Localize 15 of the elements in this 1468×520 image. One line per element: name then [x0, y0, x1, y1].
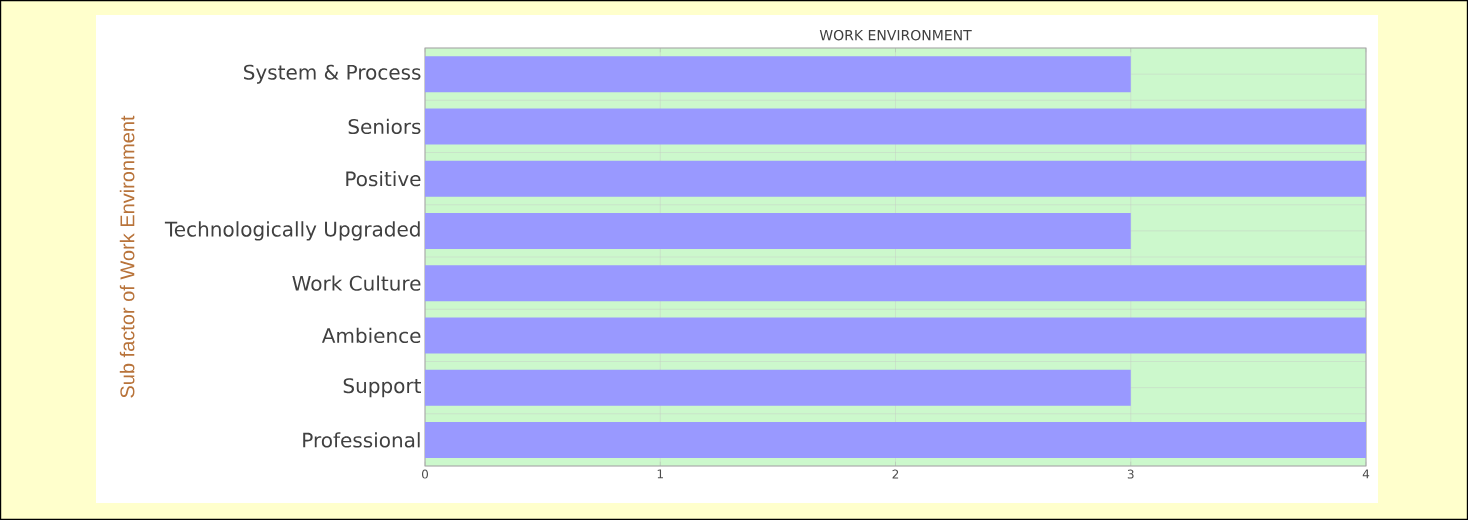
- x-tick-label: 1: [657, 469, 663, 479]
- y-tick-label: Positive: [346, 170, 421, 187]
- y-tick-label: System & Process: [244, 64, 421, 84]
- y-tick-label: Seniors: [348, 118, 421, 135]
- y-tick-label: Technologically Upgraded: [164, 221, 420, 241]
- y-tick-label: Support: [343, 378, 421, 398]
- x-tick-label: 4: [1362, 469, 1370, 479]
- y-axis-title: Sub factor of Work Environment: [119, 115, 135, 398]
- x-tick-label: 2: [892, 469, 899, 479]
- x-tick-label: 3: [1127, 469, 1134, 479]
- chart-title: WORK ENVIRONMENT: [819, 29, 972, 41]
- y-tick-label: Work Culture: [292, 275, 421, 291]
- x-tick-label: 0: [421, 469, 429, 479]
- y-tick-label: Professional: [303, 432, 420, 448]
- y-tick-label: Ambience: [321, 327, 421, 344]
